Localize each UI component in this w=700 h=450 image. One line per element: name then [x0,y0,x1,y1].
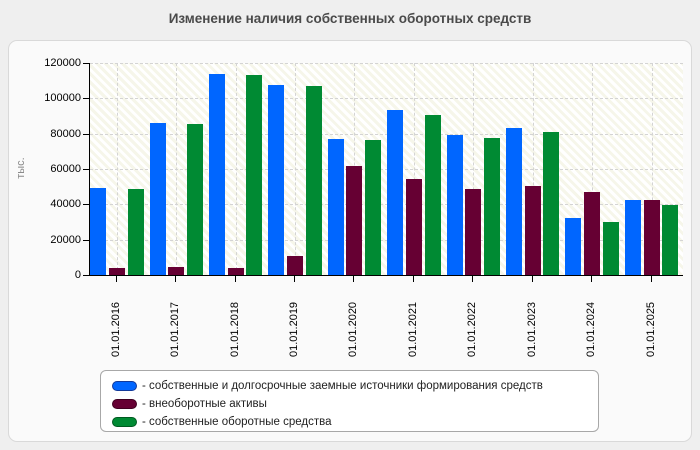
chart-title: Изменение наличия собственных оборотных … [168,11,532,26]
bar-series1-01.01.2025 [644,200,660,275]
gridline-vertical [176,63,177,275]
gridline-vertical [295,63,296,275]
bar-series2-01.01.2023 [543,132,559,275]
legend-label: - внеоборотные активы [142,398,267,410]
legend-item-0: - собственные и долгосрочные заемные ист… [112,378,598,394]
bar-series0-01.01.2025 [625,200,641,275]
bar-series0-01.01.2024 [565,218,581,275]
x-axis-tick [235,276,236,282]
bar-series0-01.01.2019 [268,85,284,275]
bar-series0-01.01.2022 [447,135,463,275]
bar-series2-01.01.2018 [246,75,262,275]
bar-series0-01.01.2021 [387,110,403,275]
y-axis-tick [83,275,89,276]
y-axis-tick-label: 60000 [50,163,81,175]
gridline-horizontal [90,63,683,64]
chart-layer: тыс. - собственные и долгосрочные заемны… [9,41,691,441]
bar-series2-01.01.2025 [662,205,678,275]
chart-card: тыс. - собственные и долгосрочные заемны… [8,40,692,442]
y-axis-tick-label: 80000 [50,128,81,140]
legend-swatch-icon [112,381,137,391]
gridline-vertical [414,63,415,275]
bar-series1-01.01.2019 [287,256,303,275]
x-axis-tick-label: 01.01.2016 [109,301,122,357]
x-axis-tick-label: 01.01.2018 [228,301,241,357]
bar-series0-01.01.2018 [209,74,225,275]
bar-series1-01.01.2020 [346,166,362,275]
bar-series1-01.01.2021 [406,179,422,275]
y-axis-tick-label: 40000 [50,198,81,210]
bar-series2-01.01.2016 [128,189,144,275]
bar-series1-01.01.2024 [584,192,600,275]
bar-series0-01.01.2023 [506,128,522,275]
gridline-horizontal [90,134,683,135]
gridline-horizontal [90,169,683,170]
y-axis-tick [83,98,89,99]
gridline-vertical [592,63,593,275]
y-axis-tick [83,63,89,64]
bar-series0-01.01.2017 [150,123,166,275]
gridline-vertical [652,63,653,275]
bar-series2-01.01.2024 [603,222,619,275]
legend-swatch-icon [112,417,137,427]
gridline-horizontal [90,240,683,241]
legend: - собственные и долгосрочные заемные ист… [100,370,599,432]
x-axis-tick-label: 01.01.2019 [288,301,301,357]
y-axis-tick-label: 120000 [44,57,81,69]
gridline-vertical [533,63,534,275]
y-axis-tick [83,204,89,205]
bar-series1-01.01.2018 [228,268,244,275]
legend-label: - собственные и долгосрочные заемные ист… [142,380,543,392]
x-axis-tick-label: 01.01.2023 [525,301,538,357]
legend-item-1: - внеоборотные активы [112,396,598,412]
legend-label: - собственные оборотные средства [142,416,332,428]
legend-swatch-icon [112,399,137,409]
bar-series2-01.01.2022 [484,138,500,275]
x-axis-tick-label: 01.01.2017 [169,301,182,357]
bar-series2-01.01.2020 [365,140,381,275]
y-axis-tick-label: 0 [74,269,81,281]
bar-series0-01.01.2020 [328,139,344,275]
gridline-vertical [473,63,474,275]
y-axis-tick [83,169,89,170]
x-axis-tick [591,276,592,282]
bar-series2-01.01.2017 [187,124,203,275]
x-axis-tick [353,276,354,282]
y-axis-tick-label: 20000 [50,234,81,246]
x-axis-tick [294,276,295,282]
x-axis-tick [472,276,473,282]
legend-item-2: - собственные оборотные средства [112,414,598,430]
bar-series2-01.01.2019 [306,86,322,275]
gridline-horizontal [90,204,683,205]
x-axis-tick-label: 01.01.2022 [466,301,479,357]
bar-series1-01.01.2016 [109,268,125,275]
x-axis-tick-label: 01.01.2025 [644,301,657,357]
bar-series2-01.01.2021 [425,115,441,275]
x-axis-tick [532,276,533,282]
bar-series1-01.01.2022 [465,189,481,275]
x-axis-tick-label: 01.01.2021 [406,301,419,357]
x-axis-tick [175,276,176,282]
y-axis-tick [83,134,89,135]
bar-series0-01.01.2016 [90,188,106,275]
x-axis-tick-label: 01.01.2020 [347,301,360,357]
y-axis-tick [83,240,89,241]
x-axis-tick [413,276,414,282]
y-axis-tick-label: 100000 [44,92,81,104]
bar-series1-01.01.2017 [168,267,184,275]
gridline-vertical [117,63,118,275]
x-axis-tick-label: 01.01.2024 [585,301,598,357]
bar-series1-01.01.2023 [525,186,541,275]
gridline-vertical [236,63,237,275]
plot-area [89,63,683,276]
x-axis-tick [116,276,117,282]
gridline-horizontal [90,98,683,99]
x-axis-tick [651,276,652,282]
